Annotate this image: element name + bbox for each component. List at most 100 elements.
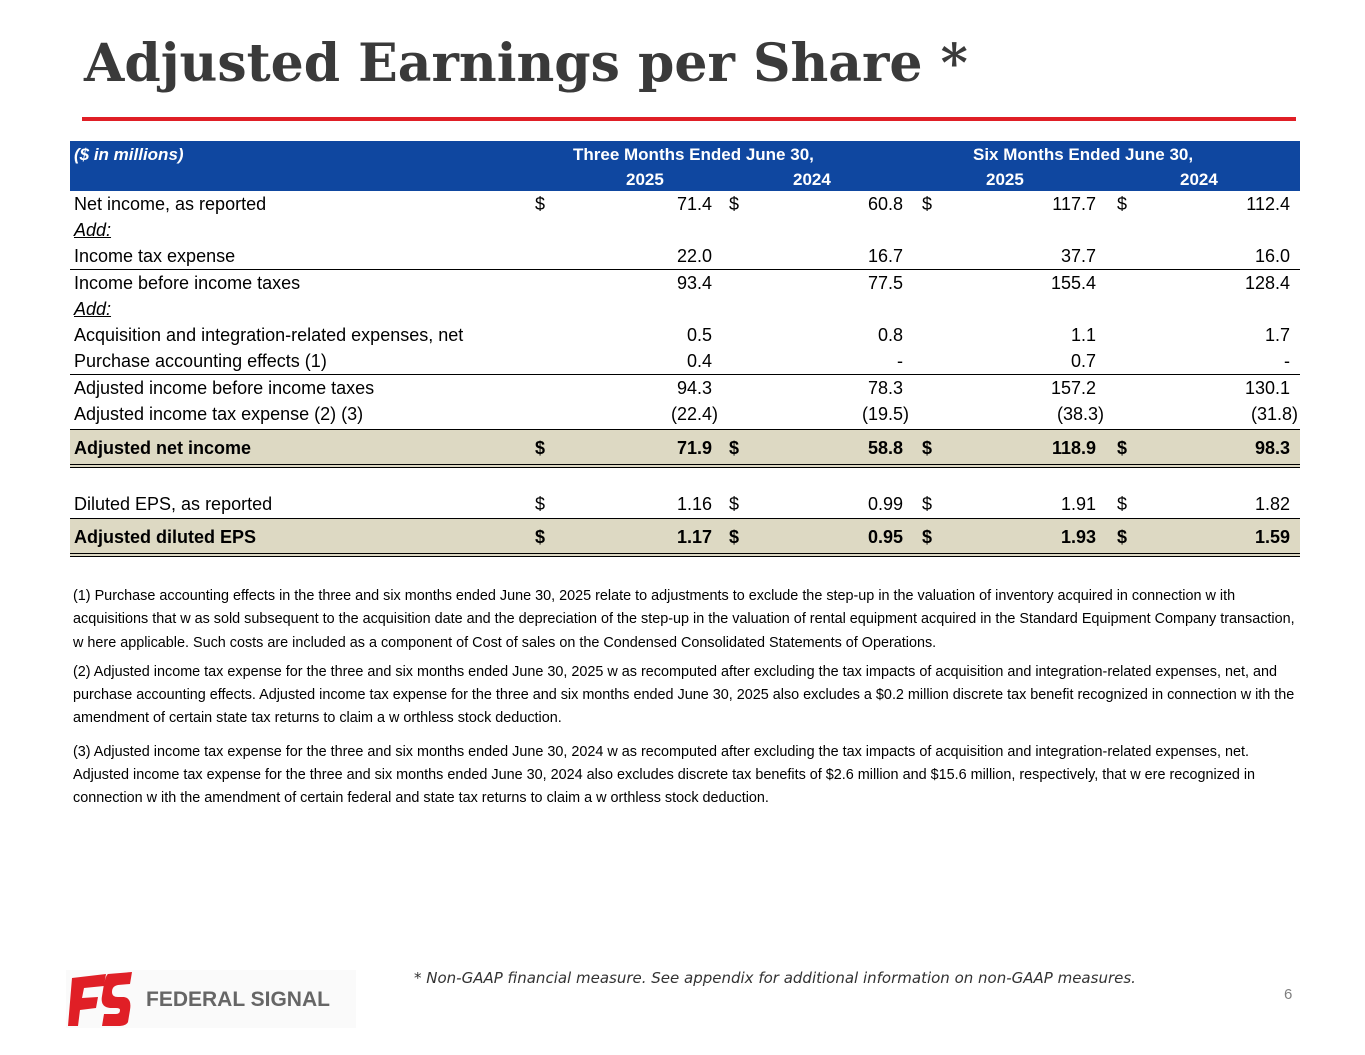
currency-sign: $ — [1117, 494, 1128, 514]
currency-sign: $ — [729, 194, 740, 214]
cell-value: 117.7 — [1052, 194, 1096, 214]
cell-value: 155.4 — [1050, 273, 1096, 293]
spacer — [70, 468, 1300, 491]
table-row: Acquisition and integration-related expe… — [70, 322, 1300, 348]
page-number: 6 — [1284, 986, 1293, 1003]
table-row: Add: — [70, 296, 1300, 322]
currency-sign: $ — [535, 194, 546, 214]
table-row: Adjusted income tax expense (2) (3) (22.… — [70, 401, 1300, 429]
group-six-months: Six Months Ended June 30, — [973, 145, 1194, 164]
footnotes: (1) Purchase accounting effects in the t… — [73, 585, 1303, 817]
cell-value: 1.91 — [1060, 494, 1096, 514]
year-col-2: 2024 — [793, 170, 831, 189]
year-col-3: 2025 — [986, 170, 1024, 189]
row-label: Purchase accounting effects (1) — [74, 351, 327, 371]
row-label: Add: — [74, 220, 112, 240]
cell-value: (22.4) — [670, 404, 718, 424]
currency-sign: $ — [922, 494, 933, 514]
cell-value: 60.8 — [867, 194, 903, 214]
cell-value: 58.8 — [867, 438, 903, 458]
year-col-1: 2025 — [626, 170, 664, 189]
cell-value: 37.7 — [1060, 246, 1096, 266]
row-label: Adjusted diluted EPS — [74, 527, 257, 547]
cell-value: - — [1284, 351, 1290, 371]
cell-value: 0.5 — [686, 325, 712, 345]
currency-sign: $ — [729, 494, 740, 514]
cell-value: 1.17 — [676, 527, 712, 547]
cell-value: 71.4 — [676, 194, 712, 214]
currency-sign: $ — [535, 438, 546, 458]
currency-sign: $ — [922, 438, 933, 458]
cell-value: (31.8) — [1250, 404, 1298, 424]
cell-value: 22.0 — [676, 246, 712, 266]
cell-value: 1.93 — [1060, 527, 1096, 547]
currency-sign: $ — [535, 494, 546, 514]
cell-value: 1.1 — [1070, 325, 1096, 345]
footnote-2: (2) Adjusted income tax expense for the … — [73, 663, 1295, 727]
page-title: Adjusted Earnings per Share * — [84, 33, 968, 94]
currency-sign: $ — [1117, 527, 1128, 547]
cell-value: 16.0 — [1254, 246, 1290, 266]
cell-value: 71.9 — [676, 438, 712, 458]
currency-sign: $ — [1117, 438, 1128, 458]
table-row: Purchase accounting effects (1) 0.4 - 0.… — [70, 348, 1300, 375]
row-label: Acquisition and integration-related expe… — [74, 325, 464, 345]
table-row: Adjusted income before income taxes 94.3… — [70, 375, 1300, 401]
cell-value: 1.82 — [1254, 494, 1290, 514]
cell-value: 0.7 — [1070, 351, 1096, 371]
eps-table: ($ in millions) Three Months Ended June … — [70, 141, 1300, 557]
table-row: Net income, as reported $ 71.4 $ 60.8 $ … — [70, 191, 1300, 217]
row-label: Add: — [74, 299, 112, 319]
row-label: Income before income taxes — [74, 273, 301, 293]
cell-value: 0.95 — [867, 527, 903, 547]
row-label: Adjusted income before income taxes — [74, 378, 375, 398]
cell-value: 128.4 — [1244, 273, 1290, 293]
table-row: Income before income taxes 93.4 77.5 155… — [70, 270, 1300, 296]
table-row-total: Adjusted net income $ 71.9 $ 58.8 $ 118.… — [70, 429, 1300, 468]
logo-wordmark: FEDERAL SIGNAL — [146, 988, 330, 1011]
table-row: Diluted EPS, as reported $ 1.16 $ 0.99 $… — [70, 491, 1300, 519]
row-label: Net income, as reported — [74, 194, 267, 214]
currency-sign: $ — [535, 527, 546, 547]
cell-value: 77.5 — [867, 273, 903, 293]
cell-value: 98.3 — [1254, 438, 1290, 458]
cell-value: 1.7 — [1264, 325, 1290, 345]
cell-value: 118.9 — [1051, 438, 1096, 458]
federal-signal-logo-icon: FEDERAL SIGNAL — [68, 972, 330, 1026]
table-row: Add: — [70, 217, 1300, 243]
cell-value: 1.59 — [1254, 527, 1290, 547]
cell-value: 16.7 — [867, 246, 903, 266]
currency-sign: $ — [729, 527, 740, 547]
units-label: ($ in millions) — [74, 145, 184, 164]
cell-value: (38.3) — [1056, 404, 1104, 424]
footnote-1: (1) Purchase accounting effects in the t… — [73, 588, 1295, 651]
cell-value: 0.4 — [686, 351, 712, 371]
group-three-months: Three Months Ended June 30, — [573, 145, 814, 164]
table-row: Income tax expense 22.0 16.7 37.7 16.0 — [70, 243, 1300, 270]
row-label: Diluted EPS, as reported — [74, 494, 273, 514]
cell-value: 0.8 — [877, 325, 903, 345]
table-row-total: Adjusted diluted EPS $ 1.17 $ 0.95 $ 1.9… — [70, 519, 1300, 557]
cell-value: 1.16 — [676, 494, 712, 514]
cell-value: 93.4 — [676, 273, 712, 293]
footnote-3: (3) Adjusted income tax expense for the … — [73, 743, 1256, 807]
cell-value: 130.1 — [1244, 378, 1290, 398]
year-col-4: 2024 — [1180, 170, 1218, 189]
currency-sign: $ — [922, 194, 933, 214]
table-header: ($ in millions) Three Months Ended June … — [70, 141, 1300, 191]
currency-sign: $ — [1117, 194, 1128, 214]
currency-sign: $ — [922, 527, 933, 547]
cell-value: 0.99 — [867, 494, 903, 514]
row-label: Adjusted net income — [74, 438, 252, 458]
cell-value: 94.3 — [676, 378, 712, 398]
row-label: Income tax expense — [74, 246, 236, 266]
cell-value: 157.2 — [1050, 378, 1096, 398]
cell-value: - — [897, 351, 903, 371]
currency-sign: $ — [729, 438, 740, 458]
company-logo: FEDERAL SIGNAL — [66, 970, 356, 1028]
cell-value: 112.4 — [1246, 194, 1290, 214]
non-gaap-footnote: * Non-GAAP financial measure. See append… — [414, 969, 1136, 987]
row-label: Adjusted income tax expense (2) (3) — [74, 404, 364, 424]
cell-value: (19.5) — [861, 404, 909, 424]
cell-value: 78.3 — [867, 378, 903, 398]
